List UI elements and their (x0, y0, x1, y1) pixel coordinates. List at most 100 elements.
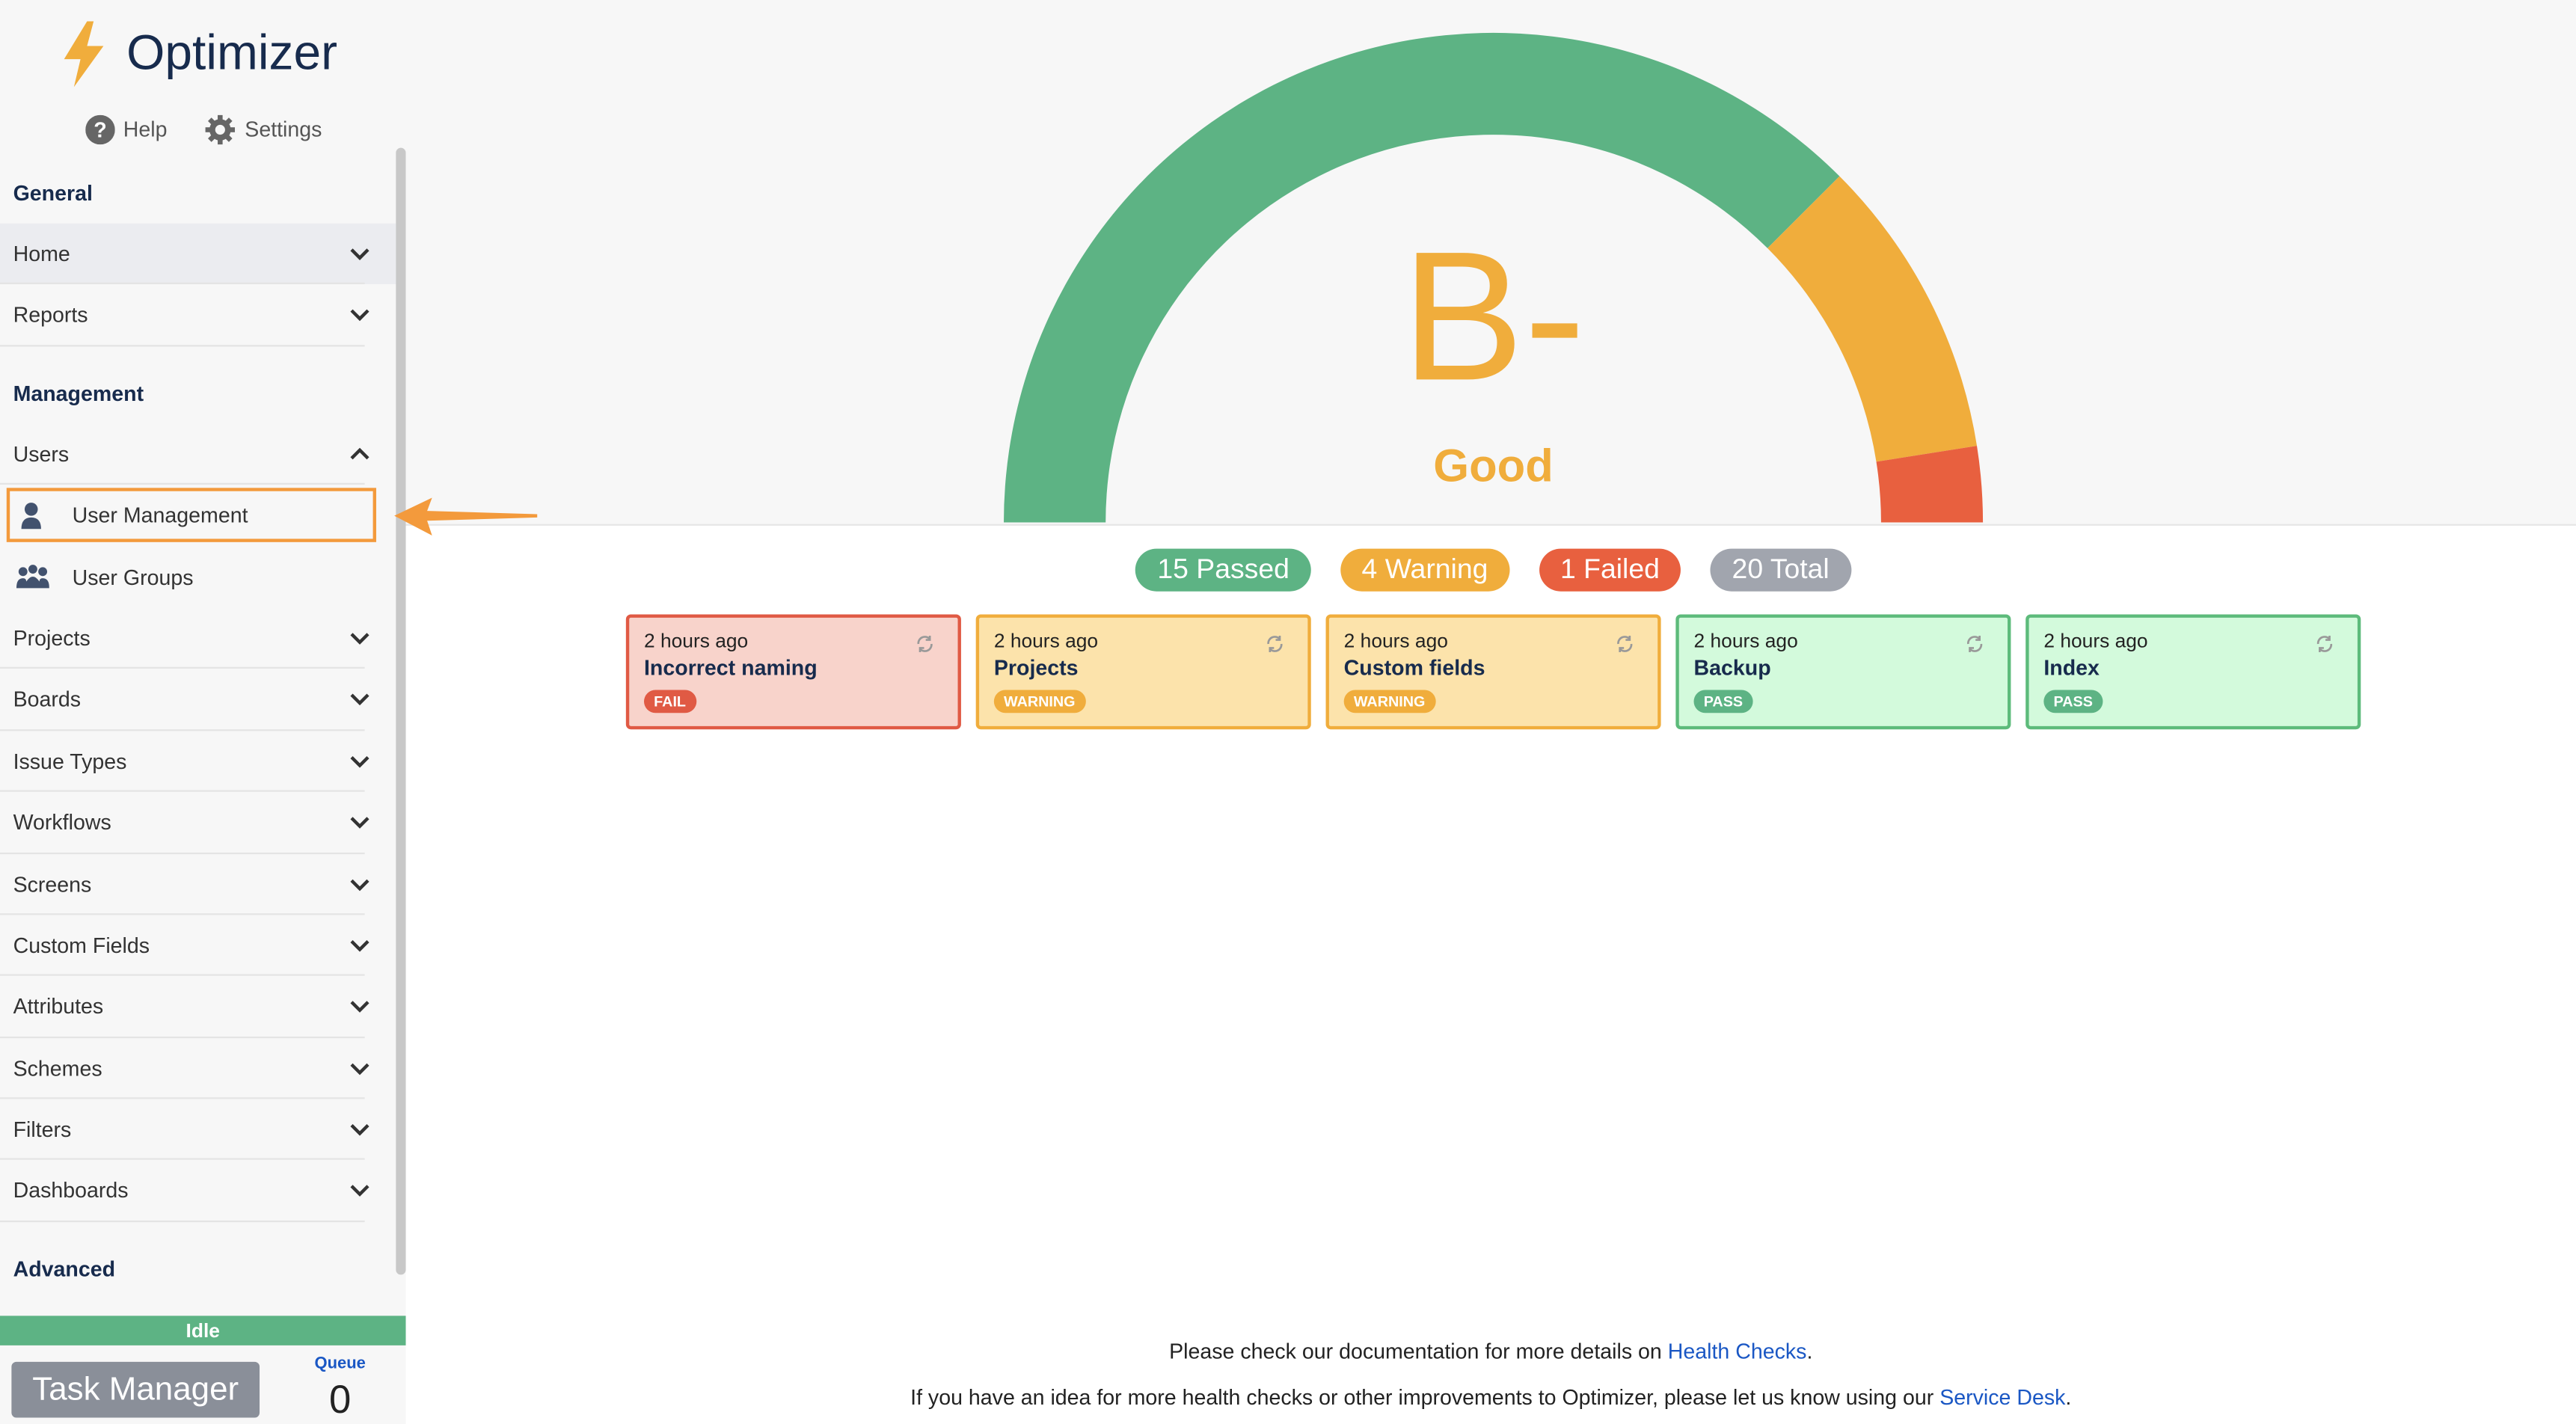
icon-part (16, 575, 49, 588)
section-title: Management (13, 381, 144, 406)
chevron-path (350, 755, 369, 768)
nav-label: Home (13, 241, 70, 266)
nav-label: Custom Fields (13, 933, 150, 958)
chevron (350, 939, 369, 952)
chevron-path (350, 878, 369, 891)
nav-item[interactable]: Users (0, 423, 396, 486)
nav-item[interactable]: Screens (0, 853, 396, 916)
footer-text: Please check our documentation for more … (1169, 1339, 1662, 1364)
card-status: WARNING (1343, 690, 1435, 713)
icon-part (18, 566, 28, 576)
nav-item[interactable]: Attributes (0, 976, 396, 1039)
section-title: Advanced (13, 1256, 116, 1281)
card-status: PASS (2043, 690, 2103, 713)
nav-item[interactable]: Filters (0, 1099, 396, 1161)
help-icon[interactable]: ? (85, 114, 115, 145)
chevron (350, 310, 369, 322)
chevron-path (350, 1185, 369, 1197)
nav-item[interactable]: Home (0, 223, 396, 286)
refresh-path (917, 636, 933, 652)
sidebar: Optimizer ? Help Settings General Home Rep… (0, 0, 406, 1424)
card-time: 2 hours ago (2043, 629, 2148, 652)
health-card[interactable]: 2 hours ago Incorrect naming FAIL (625, 614, 961, 730)
chevron (350, 1124, 369, 1136)
scrollbar[interactable] (396, 147, 406, 1275)
chevron (350, 1185, 369, 1197)
nav-item[interactable]: Boards (0, 669, 396, 731)
health-card[interactable]: 2 hours ago Backup PASS (1675, 614, 2011, 730)
refresh-path (1617, 636, 1633, 652)
task-manager-button[interactable]: Task Manager (11, 1361, 260, 1418)
chevron (350, 1063, 369, 1075)
refresh-icon[interactable] (2315, 634, 2334, 654)
footer-text: . (2065, 1384, 2072, 1410)
chevron (350, 248, 369, 260)
settings-icon[interactable] (205, 114, 236, 145)
footer-link[interactable]: Health Checks (1667, 1339, 1807, 1364)
nav-label: Projects (13, 625, 91, 651)
nav-label: Reports (13, 303, 88, 328)
card-status: PASS (1693, 690, 1753, 713)
nav-item[interactable]: Projects (0, 608, 396, 670)
card-status: FAIL (644, 690, 696, 713)
nav-item[interactable]: Custom Fields (0, 915, 396, 978)
card-title: Custom fields (1343, 655, 1485, 681)
nav-label: Filters (13, 1117, 72, 1142)
health-card[interactable]: 2 hours ago Projects WARNING (975, 614, 1311, 730)
nav-label: Attributes (13, 994, 104, 1019)
chevron (350, 817, 369, 829)
pill-count: 15 (1157, 553, 1189, 585)
chevron-path (350, 939, 369, 952)
nav-item[interactable]: Dashboards (0, 1161, 396, 1223)
nav-item[interactable]: Reports (0, 285, 396, 347)
gauge-segment (1876, 446, 1984, 523)
card-title: Incorrect naming (644, 655, 818, 681)
summary: 15 Passed 4 Warning 1 Failed 20 Total (1001, 548, 1987, 592)
user-icon (21, 503, 41, 530)
card-title: Backup (1693, 655, 1771, 681)
pill-count: 4 (1361, 553, 1378, 585)
nav-item[interactable]: Workflows (0, 792, 396, 854)
nav-item[interactable]: Issue Types (0, 731, 396, 793)
nav-label: Users (13, 441, 70, 467)
rating: Good (1433, 440, 1554, 491)
chevron (350, 878, 369, 891)
card-time: 2 hours ago (644, 629, 749, 652)
refresh-path (1267, 636, 1283, 652)
nav-item[interactable]: Schemes (0, 1037, 396, 1100)
footer-text: If you have an idea for more health chec… (910, 1384, 1934, 1410)
gauge-segment (1767, 176, 1978, 462)
nav-label: Dashboards (13, 1178, 129, 1203)
nav: General Home Reports Management Users User Ma… (0, 146, 396, 1299)
chevron (350, 633, 369, 645)
gauge (1004, 32, 1984, 523)
summary-pill: 4 Warning (1340, 548, 1509, 592)
queue-label: Queue (314, 1355, 366, 1374)
refresh-path (2316, 636, 2333, 652)
summary-pill: 15 Passed (1135, 548, 1311, 592)
refresh-icon[interactable] (915, 634, 934, 654)
chevron-path (350, 310, 369, 322)
footer-link[interactable]: Service Desk (1939, 1384, 2066, 1410)
icon-part (38, 566, 48, 576)
nav-subitem[interactable]: User Groups (0, 546, 396, 607)
nav-label: Screens (13, 871, 92, 897)
card-title: Index (2043, 655, 2100, 681)
refresh-icon[interactable] (1265, 634, 1284, 654)
chevron-path (350, 633, 369, 645)
queue-count: 0 (328, 1378, 352, 1423)
refresh-icon[interactable] (1615, 634, 1634, 654)
health-card[interactable]: 2 hours ago Custom fields WARNING (1325, 614, 1661, 730)
brand: Optimizer (126, 26, 338, 81)
icon-part (28, 564, 37, 574)
chevron-path (350, 817, 369, 829)
chevron (350, 694, 369, 706)
refresh-icon[interactable] (1965, 634, 1984, 654)
help-link[interactable]: Help (123, 116, 168, 141)
settings-link[interactable]: Settings (245, 116, 322, 141)
nav-subitem[interactable]: User Management (0, 485, 396, 546)
health-card[interactable]: 2 hours ago Index PASS (2025, 614, 2361, 730)
summary-pill: 1 Failed (1539, 548, 1681, 592)
nav-label: User Groups (72, 564, 194, 589)
icon-part (21, 518, 41, 530)
